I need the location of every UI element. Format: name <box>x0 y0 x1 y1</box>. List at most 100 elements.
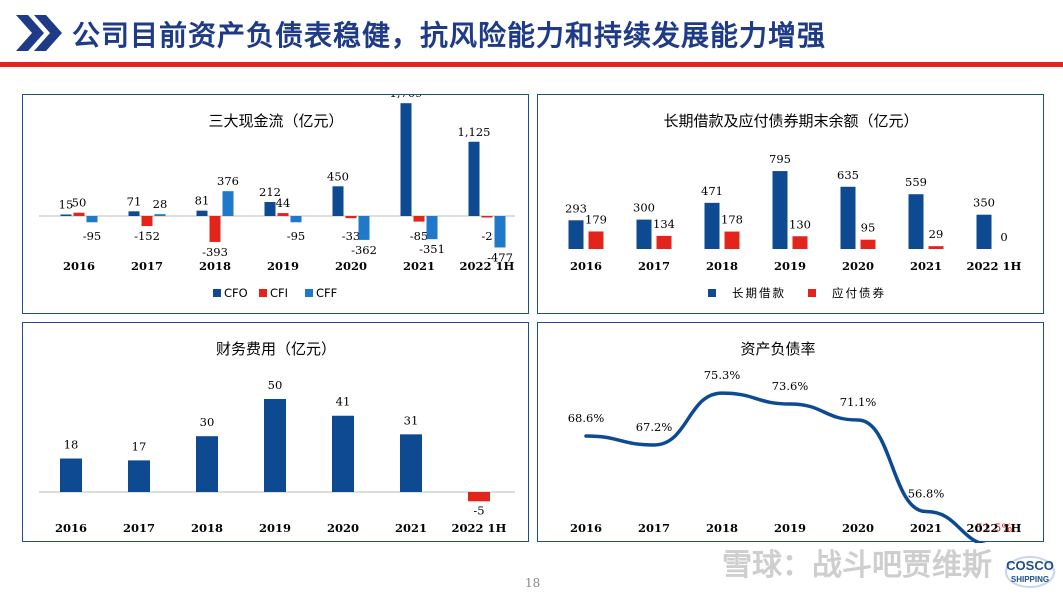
logo-text-1: COSCO <box>1006 558 1054 573</box>
watermark: 雪球：战斗吧贾维斯 <box>722 548 992 583</box>
x-tick-label: 2022 1H <box>452 521 507 535</box>
finance-cost-chart-panel: 财务费用（亿元） 18 2016 17 2017 30 2018 50 2019 41 2020 31… <box>22 322 529 542</box>
data-label: 471 <box>701 184 723 198</box>
cosco-logo: COSCO SHIPPING <box>1005 556 1055 588</box>
chart-title: 财务费用（亿元） <box>216 340 336 358</box>
bar-cfo <box>60 214 72 216</box>
x-tick-label: 2016 <box>570 259 602 273</box>
data-label: 178 <box>721 213 743 227</box>
bar <box>468 492 490 502</box>
data-label: 635 <box>837 168 859 182</box>
data-label: 28 <box>153 197 168 211</box>
bar <box>332 415 354 492</box>
data-label: 67.2% <box>636 420 673 434</box>
bar <box>60 458 82 492</box>
data-label: 29 <box>929 227 944 241</box>
bar-series-1 <box>588 231 604 249</box>
x-tick-label: 2017 <box>638 259 670 273</box>
bar-series-1 <box>860 239 876 249</box>
data-label: -95 <box>287 229 306 243</box>
legend-label: 长期借款 <box>732 286 786 300</box>
bar-series-0 <box>568 220 584 249</box>
data-label: 50 <box>72 196 87 210</box>
x-tick-label: 2016 <box>570 521 602 535</box>
data-label: 41 <box>336 395 351 409</box>
x-tick-label: 2021 <box>910 259 942 273</box>
data-label: 795 <box>769 152 791 166</box>
x-tick-label: 2017 <box>123 521 155 535</box>
x-tick-label: 2022 1H <box>967 521 1022 535</box>
data-label: 376 <box>217 174 239 188</box>
data-label: 18 <box>64 438 79 452</box>
x-tick-label: 2022 1H <box>460 259 515 273</box>
data-label: 300 <box>633 201 655 215</box>
bar-cfi <box>413 216 425 222</box>
data-label: -351 <box>419 242 445 256</box>
data-label: 17 <box>132 439 147 453</box>
x-tick-label: 2020 <box>842 521 874 535</box>
legend-label: CFI <box>270 286 288 300</box>
bar-cfi <box>141 216 153 227</box>
legend-swatch-1 <box>808 289 816 297</box>
page-number: 18 <box>525 576 541 590</box>
debt-ratio-chart: 资产负债率 68.6% 2016 67.2% 2017 75.3% 2018 73.6% 201… <box>568 340 1022 543</box>
data-label: 130 <box>789 217 811 231</box>
x-tick-label: 2016 <box>63 259 95 273</box>
data-label: 95 <box>861 221 876 235</box>
bar-cfi <box>345 216 357 219</box>
page-title: 公司目前资产负债表稳健，抗风险能力和持续发展能力增强 <box>72 19 827 52</box>
legend-swatch-cff <box>305 289 313 297</box>
x-tick-label: 2020 <box>335 259 367 273</box>
bar-series-0 <box>976 214 992 249</box>
data-label: 0 <box>1000 230 1007 244</box>
data-label: 179 <box>585 212 607 226</box>
bar-cff <box>222 191 234 216</box>
slide-header: 公司目前资产负债表稳健，抗风险能力和持续发展能力增强 <box>0 0 1063 72</box>
bar-cff <box>86 216 98 223</box>
bar-cfi <box>209 216 221 242</box>
legend-swatch-cfo <box>213 289 221 297</box>
x-tick-label: 2018 <box>191 521 223 535</box>
data-label: 81 <box>195 194 210 208</box>
data-label: 350 <box>973 196 995 210</box>
data-label: 15 <box>59 198 74 212</box>
borrowings-chart-panel: 长期借款及应付债券期末余额（亿元） 2016 293 179 2017 300 134 201… <box>537 94 1044 314</box>
bar-cfo <box>264 202 276 216</box>
bar <box>196 436 218 492</box>
x-tick-label: 2017 <box>131 259 163 273</box>
bar <box>400 434 422 492</box>
data-label: 212 <box>259 185 281 199</box>
double-chevron-icon <box>16 15 62 51</box>
data-label: 293 <box>565 201 587 215</box>
data-label: 71.1% <box>840 395 877 409</box>
bar-cfi <box>481 216 493 218</box>
bar-cfo <box>332 186 344 216</box>
data-label: 75.3% <box>704 368 741 382</box>
bar-series-0 <box>772 171 788 249</box>
data-label: -85 <box>410 229 429 243</box>
bar-cff <box>494 216 506 248</box>
bar-cfo <box>400 103 412 216</box>
data-label: -95 <box>83 229 102 243</box>
bar-cfi <box>73 212 85 216</box>
x-tick-label: 2019 <box>267 259 299 273</box>
bar-series-1 <box>724 231 740 249</box>
x-tick-label: 2021 <box>403 259 435 273</box>
data-label: -2 <box>481 229 492 243</box>
bar-series-0 <box>840 186 856 249</box>
x-tick-label: 2017 <box>638 521 670 535</box>
legend-swatch-0 <box>708 289 716 297</box>
x-tick-label: 2020 <box>842 259 874 273</box>
bar-cff <box>290 216 302 223</box>
data-label: -152 <box>134 229 160 243</box>
chart-title: 长期借款及应付债券期末余额（亿元） <box>663 112 918 130</box>
cashflow-chart-panel: 三大现金流（亿元） 2016 15 50 -95 2017 71 -152 28 2018 81 -3… <box>22 94 529 314</box>
x-tick-label: 2019 <box>774 259 806 273</box>
bar-series-1 <box>656 235 672 249</box>
x-tick-label: 2018 <box>706 521 738 535</box>
series-line <box>584 391 987 543</box>
bar <box>128 460 150 492</box>
bar-cfo <box>128 211 140 216</box>
legend-label: CFF <box>316 286 337 300</box>
